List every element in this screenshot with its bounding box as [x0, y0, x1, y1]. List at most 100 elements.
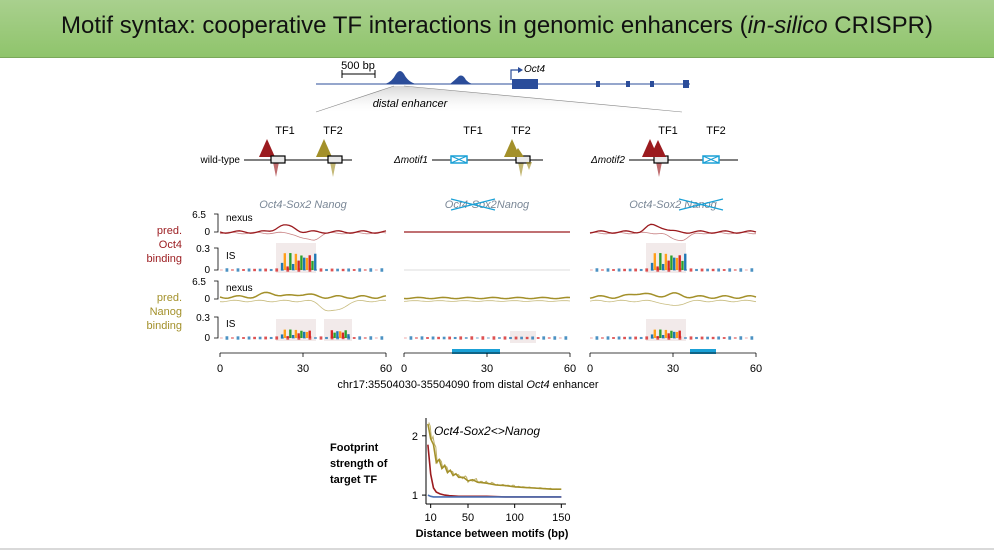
logo-noise — [264, 268, 268, 272]
logo-letter — [330, 330, 334, 338]
logo-letter — [650, 334, 654, 338]
logo-noise — [711, 268, 715, 272]
logo-noise — [739, 268, 743, 272]
logo-noise — [639, 336, 643, 340]
logo-letter — [303, 257, 306, 270]
logo-noise — [536, 337, 540, 339]
nanog-track-label-1: pred. — [157, 292, 182, 304]
title-italic: in-silico — [747, 12, 828, 39]
logo-noise — [717, 336, 721, 340]
logo-letter — [308, 255, 311, 270]
logo-noise — [442, 336, 446, 340]
logo-noise — [628, 336, 632, 340]
logo-noise — [645, 268, 649, 272]
logo-noise — [481, 336, 485, 340]
logo-noise — [623, 268, 626, 272]
logo-noise — [291, 269, 295, 271]
logo-noise — [509, 336, 512, 340]
logo-letter — [664, 253, 668, 270]
logo-letter — [280, 334, 284, 338]
inset-x-tick-label: 150 — [552, 512, 570, 524]
logo-noise — [291, 337, 295, 339]
motif2-peak-down — [330, 162, 336, 177]
logo-noise — [380, 336, 384, 340]
logo-noise — [667, 268, 671, 272]
logo-noise — [341, 268, 345, 272]
logo-noise — [258, 268, 262, 272]
logo-noise — [225, 336, 229, 340]
logo-noise — [728, 336, 732, 340]
inset-y-tick-label: 2 — [412, 431, 418, 443]
logo-noise — [553, 336, 557, 340]
logo-noise — [369, 336, 373, 340]
logo-noise — [628, 268, 632, 272]
logo-letter — [305, 331, 309, 338]
logo-noise — [275, 268, 279, 272]
logo-letter — [311, 260, 314, 270]
logo-noise — [722, 269, 726, 271]
logo-noise — [380, 268, 384, 272]
logo-noise — [656, 268, 660, 272]
logo-noise — [717, 268, 721, 272]
logo-noise — [231, 269, 234, 271]
logo-noise — [437, 336, 440, 340]
logo-noise — [280, 337, 284, 339]
inset-chart: Footprint strength of target TF 10 50 100 1… — [330, 418, 571, 540]
is-label-nanog: IS — [226, 319, 236, 330]
logo-noise — [634, 336, 638, 340]
logo-noise — [684, 269, 687, 271]
logo-letter — [659, 329, 662, 338]
motif1-x-icon — [450, 155, 468, 164]
x-tick-label: 60 — [564, 363, 576, 375]
logo-noise — [498, 337, 501, 339]
logo-noise — [330, 268, 334, 272]
series-line-1-detail — [428, 422, 561, 491]
motif2-box — [327, 155, 343, 164]
oct4-exon-1 — [512, 79, 538, 89]
logo-letter — [678, 255, 681, 270]
logo-noise — [286, 268, 290, 272]
logo-noise — [459, 336, 463, 340]
logo-noise — [623, 336, 626, 340]
logo-noise — [590, 337, 593, 339]
svg-text:0: 0 — [204, 294, 210, 305]
logo-noise — [661, 269, 665, 271]
logo-letter — [684, 253, 687, 270]
x-tick-label: 0 — [587, 363, 593, 375]
logo-noise — [612, 269, 615, 271]
logo-noise — [744, 337, 748, 339]
inset-x-tick-label: 100 — [505, 512, 523, 524]
logo-letter — [291, 334, 295, 338]
nanog-track-label-2: Nanog — [150, 306, 182, 318]
logo-letter — [347, 334, 350, 338]
logo-noise — [475, 337, 479, 339]
logo-noise — [453, 336, 457, 340]
x-tick-label: 60 — [750, 363, 762, 375]
tf1-label: TF1 — [275, 125, 295, 137]
logo-noise — [706, 268, 709, 272]
logo-letter — [675, 331, 679, 338]
deletion-bar — [690, 349, 716, 354]
nanog-nexus-pos — [219, 291, 387, 300]
logo-noise — [678, 268, 682, 272]
logo-noise — [242, 337, 245, 339]
motif1-box — [270, 155, 286, 164]
series-line-3 — [427, 494, 562, 498]
logo-noise — [308, 268, 312, 272]
logo-letter — [670, 255, 673, 270]
logo-noise — [750, 268, 754, 272]
motif1-peak-strong — [650, 140, 666, 157]
logo-letter — [667, 260, 670, 270]
logo-noise — [308, 336, 312, 340]
zoom-fan — [316, 86, 682, 112]
logo-noise — [684, 337, 687, 339]
logo-noise — [404, 337, 407, 339]
svg-text:0: 0 — [204, 227, 210, 238]
logo-noise — [558, 337, 562, 339]
enhancer-label: distal enhancer — [373, 98, 449, 110]
logo-noise — [314, 269, 317, 271]
nexus-label-nanog: nexus — [226, 283, 253, 294]
oct4-exon-3 — [626, 81, 630, 87]
title-text: Motif syntax: cooperative TF interaction… — [61, 12, 748, 39]
